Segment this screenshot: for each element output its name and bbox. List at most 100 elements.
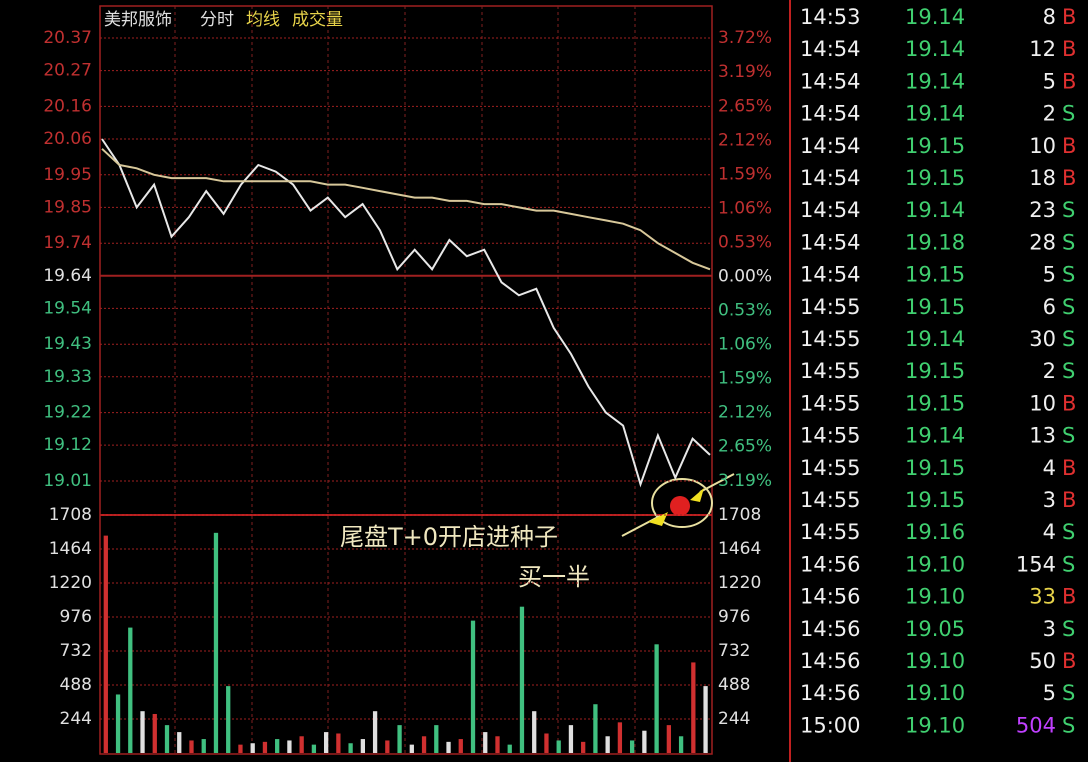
- trade-time: 14:54: [800, 230, 861, 254]
- volume-bar: [128, 627, 133, 753]
- volume-bar: [421, 736, 427, 753]
- volume-bar: [238, 744, 243, 753]
- volume-bar: [581, 741, 586, 753]
- y-tick-label: 20.37: [43, 28, 92, 48]
- trade-time: 14:56: [800, 649, 861, 673]
- trade-price: 19.15: [905, 295, 965, 319]
- y2-tick-label: 2.65%: [718, 436, 772, 456]
- trade-volume: 50: [1029, 649, 1056, 673]
- volume-bar: [532, 711, 537, 753]
- trade-side: B: [1062, 37, 1076, 61]
- trade-volume: 5: [1043, 69, 1056, 93]
- volume-tick-label: 732: [718, 641, 750, 661]
- trade-time: 14:56: [800, 585, 861, 609]
- trade-volume: 13: [1029, 424, 1056, 448]
- y2-tick-label: 2.65%: [718, 97, 772, 117]
- trade-price: 19.15: [905, 263, 965, 287]
- trade-volume: 30: [1029, 327, 1056, 351]
- y-tick-label: 20.27: [43, 61, 92, 81]
- volume-bar: [458, 739, 463, 753]
- volume-tick-label: 488: [718, 675, 750, 695]
- volume-bar: [605, 736, 610, 753]
- trade-side: B: [1062, 488, 1076, 512]
- trade-price: 19.15: [905, 166, 965, 190]
- y-tick-label: 20.06: [43, 129, 92, 149]
- trade-time: 14:54: [800, 37, 861, 61]
- y-tick-label: 20.16: [43, 96, 92, 116]
- volume-bar: [507, 744, 512, 753]
- trade-price: 19.10: [905, 713, 965, 737]
- trade-volume: 28: [1029, 230, 1056, 254]
- trade-side: S: [1062, 552, 1075, 576]
- volume-bar: [568, 725, 574, 753]
- trade-volume: 504: [1016, 713, 1056, 737]
- trade-volume: 154: [1016, 552, 1056, 576]
- trade-side: B: [1062, 585, 1076, 609]
- y-tick-label: 19.85: [43, 197, 92, 217]
- highlight-dot: [670, 496, 690, 516]
- trade-volume: 4: [1043, 456, 1056, 480]
- trade-time: 14:54: [800, 198, 861, 222]
- volume-bar: [323, 732, 329, 753]
- trade-volume: 2: [1043, 359, 1056, 383]
- trade-time: 14:55: [800, 456, 861, 480]
- highlight-circle: [651, 478, 713, 528]
- trade-price: 19.15: [905, 359, 965, 383]
- volume-tick-label: 1464: [49, 539, 92, 559]
- trade-price: 19.05: [905, 617, 965, 641]
- trade-price: 19.15: [905, 488, 965, 512]
- volume-tick-label: 976: [718, 607, 750, 627]
- trade-time: 14:53: [800, 5, 861, 29]
- legend-average: 均线: [246, 10, 280, 30]
- trade-side: B: [1062, 5, 1076, 29]
- volume-bar: [226, 686, 231, 753]
- volume-bar: [642, 730, 647, 753]
- volume-bar: [311, 744, 317, 753]
- trade-side: S: [1062, 617, 1075, 641]
- volume-bar: [666, 725, 671, 753]
- y-tick-label: 19.95: [43, 165, 92, 185]
- trade-side: B: [1062, 456, 1076, 480]
- volume-bar: [348, 743, 353, 753]
- volume-bar: [103, 535, 108, 753]
- volume-tick-label: 1708: [718, 505, 761, 525]
- volume-bar: [250, 743, 255, 753]
- trade-price: 19.15: [905, 456, 965, 480]
- trade-price: 19.14: [905, 69, 965, 93]
- annotation: 尾盘T+0开店进种子: [340, 523, 558, 551]
- trade-price: 19.18: [905, 230, 965, 254]
- trade-time: 14:56: [800, 617, 861, 641]
- trade-volume: 4: [1043, 520, 1056, 544]
- trade-price: 19.14: [905, 5, 965, 29]
- trade-side: B: [1062, 134, 1076, 158]
- trade-price: 19.15: [905, 134, 965, 158]
- volume-bar: [519, 606, 525, 753]
- volume-bar: [360, 739, 365, 753]
- y2-tick-label: 2.12%: [718, 402, 772, 422]
- trade-price: 19.14: [905, 327, 965, 351]
- trade-price: 19.14: [905, 198, 965, 222]
- volume-bar: [470, 620, 476, 753]
- panel-border: [99, 5, 713, 755]
- trade-price: 19.10: [905, 552, 965, 576]
- y2-tick-label: 1.59%: [718, 165, 772, 185]
- trade-time: 14:55: [800, 295, 861, 319]
- trade-side: S: [1062, 327, 1075, 351]
- y2-tick-label: 1.59%: [718, 368, 772, 388]
- trade-side: B: [1062, 391, 1076, 415]
- y2-tick-label: 0.53%: [718, 300, 772, 320]
- y2-tick-label: 3.19%: [718, 471, 772, 491]
- stock-name: 美邦服饰: [104, 10, 172, 30]
- trade-time: 14:55: [800, 391, 861, 415]
- y2-tick-label: 3.19%: [718, 62, 772, 82]
- annotation: 买一半: [518, 563, 590, 591]
- trade-volume: 33: [1029, 585, 1056, 609]
- vertical-grid: [174, 6, 636, 754]
- trade-volume: 2: [1043, 102, 1056, 126]
- y2-tick-label: 3.72%: [718, 28, 772, 48]
- volume-tick-label: 1708: [49, 505, 92, 525]
- trade-time: 15:00: [800, 713, 861, 737]
- volume-bar: [483, 732, 488, 753]
- y-tick-label: 19.01: [43, 471, 92, 491]
